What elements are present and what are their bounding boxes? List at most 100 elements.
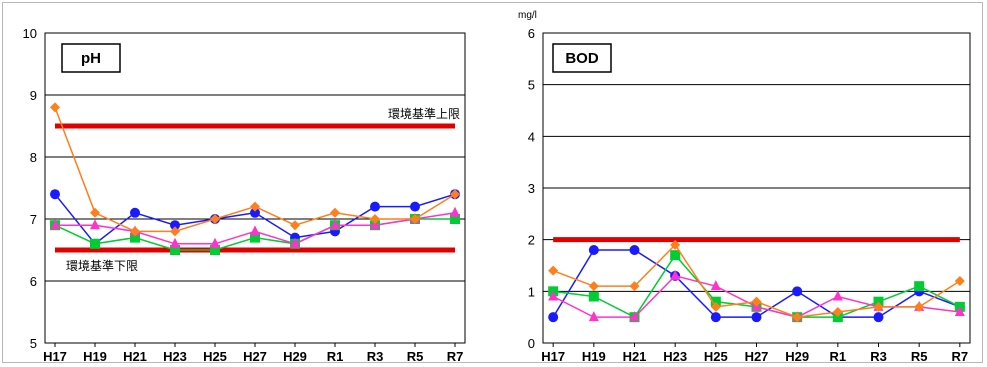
ph-xtick-label: R1	[327, 349, 344, 364]
bod-series-3-point	[670, 269, 681, 280]
bod-title-box	[552, 43, 612, 73]
ph-series-4-point	[90, 207, 100, 218]
bod-xtick-label: R3	[870, 349, 887, 364]
ph-series-3-point	[370, 219, 380, 230]
bod-ytick-label: 1	[528, 284, 535, 299]
ph-xtick-label: R3	[367, 349, 384, 364]
bod-xtick-label: H23	[663, 349, 687, 364]
ph-series-2-point	[170, 245, 180, 255]
bod-series-1-point	[548, 312, 559, 323]
bod-ytick-label: 3	[528, 181, 535, 196]
ph-xtick-label: H21	[123, 349, 147, 364]
ph-series-1-point	[130, 207, 140, 218]
ph-series-4-point	[290, 220, 300, 231]
bod-series-3-point	[588, 311, 599, 322]
bod-series-4-point	[588, 281, 599, 292]
bod-series-2-point	[914, 281, 925, 292]
bod-ytick-label: 0	[528, 336, 535, 351]
ph-series-4-point	[170, 226, 180, 237]
ph-series-3-point	[170, 237, 180, 248]
bod-series-3-point	[629, 311, 640, 322]
bod-series-1-point	[751, 312, 762, 323]
ph-series-2-point	[210, 245, 220, 255]
bod-series-2-point	[670, 250, 681, 261]
bod-series-1-point	[792, 286, 803, 297]
ph-xtick-label: H29	[283, 349, 307, 364]
bod-series-4-point	[751, 296, 762, 307]
ph-ytick-label: 8	[30, 150, 37, 165]
bod-series-2-point	[710, 296, 721, 307]
bod-xtick-label: H19	[582, 349, 606, 364]
bod-series-3-point	[548, 290, 559, 301]
ph-series-3-point	[90, 219, 100, 230]
ph-series-1-point	[170, 220, 180, 231]
ph-series-2-point	[450, 214, 460, 224]
bod-series-4-point	[792, 312, 803, 323]
bod-series-1-point	[873, 312, 884, 323]
bod-xtick-label: H25	[704, 349, 728, 364]
ph-series-1-point	[370, 201, 380, 212]
ph-series-2-point	[250, 232, 260, 243]
ph-series-2-point	[90, 238, 100, 249]
bod-xtick-label: R5	[911, 349, 928, 364]
bod-title: BOD	[565, 50, 599, 67]
ph-limit-label: 環境基準下限	[66, 258, 138, 273]
bod-xtick-label: R1	[830, 349, 847, 364]
bod-xtick-label: H21	[623, 349, 647, 364]
bod-xtick-label: H17	[541, 349, 565, 364]
ph-ytick-label: 9	[30, 88, 37, 103]
bod-ytick-label: 6	[528, 26, 535, 41]
ph-series-3-point	[50, 219, 60, 230]
ph-title: pH	[81, 50, 101, 67]
ph-limit-label: 環境基準上限	[388, 106, 460, 121]
ph-series-1-point	[50, 189, 60, 200]
ph-xtick-label: R7	[447, 349, 464, 364]
bod-ytick-label: 5	[528, 78, 535, 93]
bod-series-2-point	[588, 291, 599, 302]
ph-series-4-point	[50, 102, 60, 113]
bod-series-3-point	[710, 280, 721, 291]
ph-series-1-point	[250, 207, 260, 218]
ph-series-4-point	[250, 201, 260, 212]
ph-series-1-point	[410, 201, 420, 212]
ph-series-3-point	[450, 206, 460, 217]
bod-series-2-point	[832, 312, 843, 323]
ph-series-3-point	[210, 237, 220, 248]
bod-series-4-point	[629, 281, 640, 292]
bod-unit-label: mg/l	[518, 10, 537, 21]
ph-ytick-label: 7	[30, 212, 37, 227]
ph-chart: 5 6 7 8 9 10 H17 H19 H21 H23 H25 H27 H29 R1 R3 R5 R7 pH 環境…	[23, 26, 466, 364]
bod-xtick-label: H29	[785, 349, 809, 364]
ph-ytick-label: 5	[30, 336, 37, 351]
bod-series-4-point	[914, 301, 925, 312]
bod-chart: 0 1 2 3 4 5 6 H17 H19 H21 H23 H25 H27 H29 R1 R3 R5 R7 BOD m…	[518, 10, 971, 364]
ph-xtick-label: H23	[163, 349, 187, 364]
bod-series-1-point	[710, 312, 721, 323]
bod-ytick-label: 4	[528, 129, 535, 144]
bod-series-3-point	[954, 306, 965, 316]
bod-xtick-label: R7	[952, 349, 969, 364]
bod-series-4-point	[710, 301, 721, 312]
ph-series-4-point	[450, 189, 460, 200]
ph-ytick-label: 6	[30, 274, 37, 289]
ph-series-4-point	[330, 207, 340, 218]
bod-xtick-label: H27	[745, 349, 769, 364]
bod-series-3-point	[832, 290, 843, 301]
ph-ytick-label: 10	[23, 26, 37, 41]
bod-series-1-point	[629, 245, 640, 255]
bod-series-4-point	[832, 307, 843, 317]
ph-series-2-point	[130, 232, 140, 243]
bod-series-4-point	[954, 276, 965, 286]
ph-xtick-label: H25	[203, 349, 227, 364]
ph-series-4-point	[410, 214, 420, 224]
ph-series-4-point	[210, 214, 220, 224]
ph-series-4-point	[370, 214, 380, 224]
ph-xtick-label: H27	[243, 349, 267, 364]
ph-series-4-point	[130, 226, 140, 237]
bod-series-4-point	[548, 265, 559, 276]
bod-series-1-point	[588, 245, 599, 255]
figure-frame	[2, 2, 983, 363]
ph-series-3-point	[290, 237, 300, 248]
ph-plot-area	[44, 32, 466, 344]
